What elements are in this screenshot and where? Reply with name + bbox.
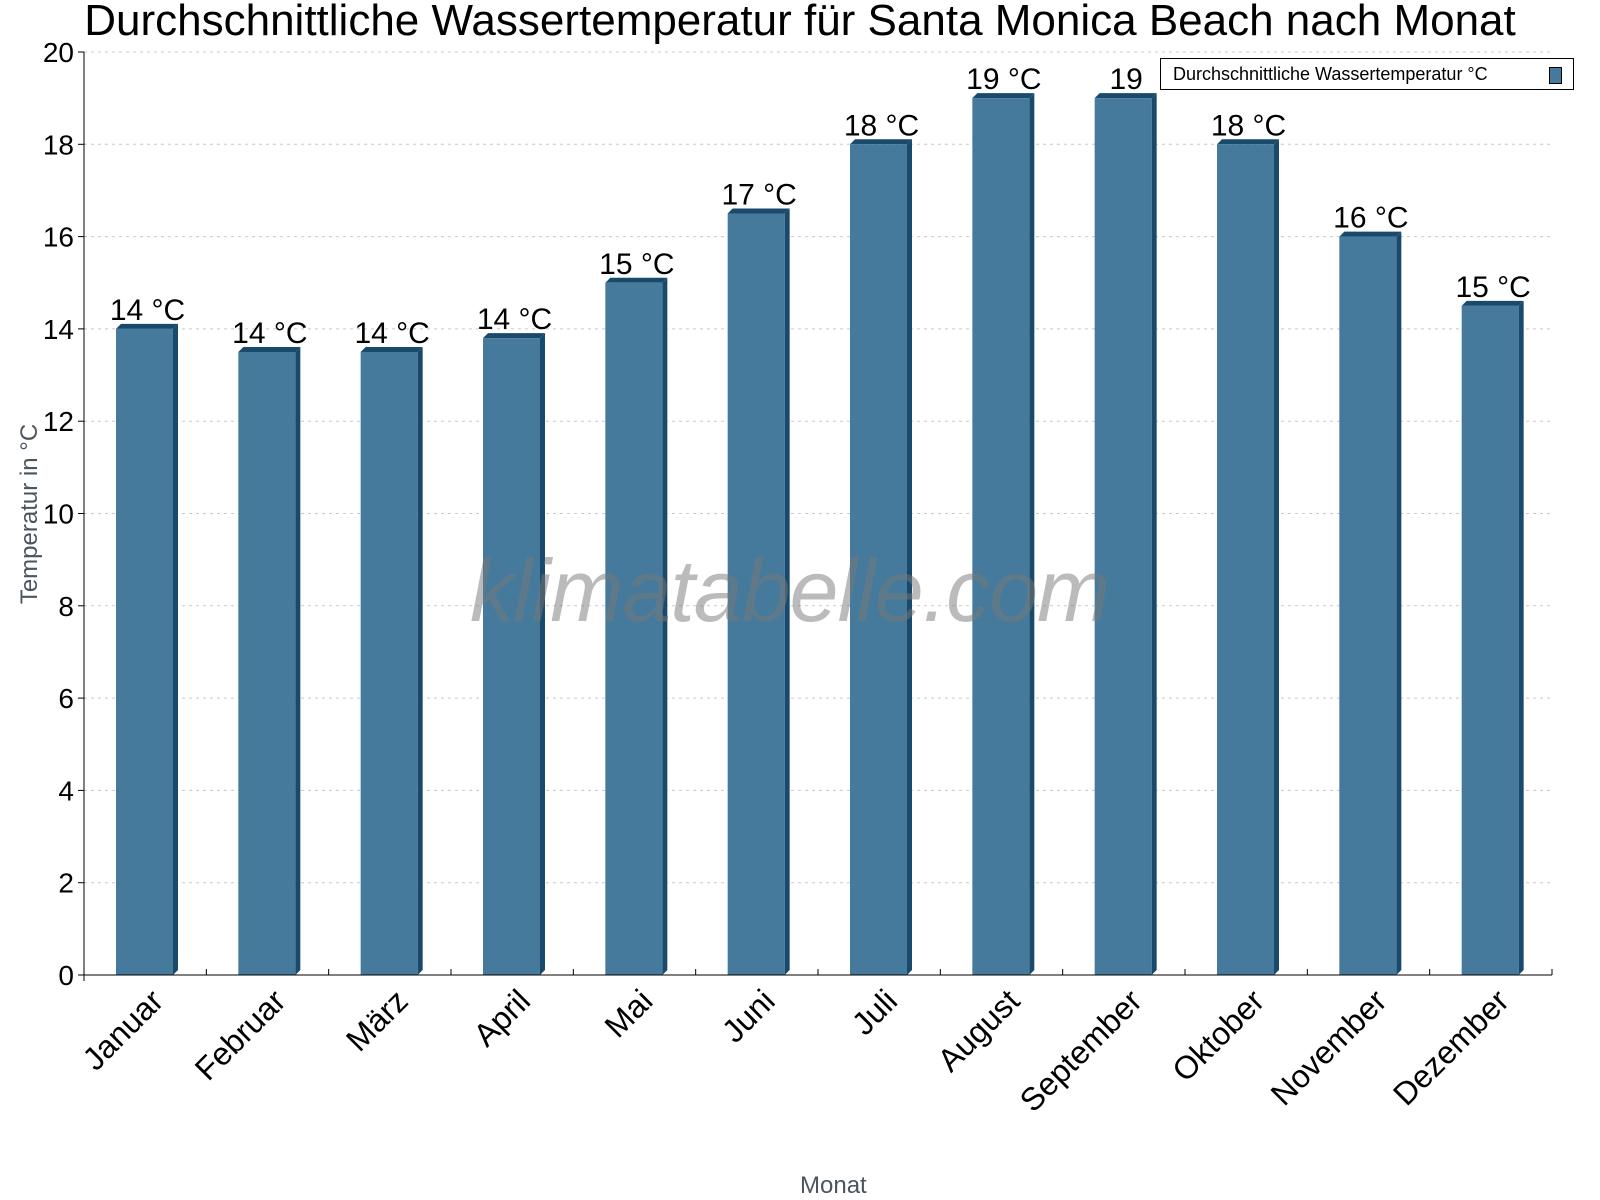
bar-top (1339, 231, 1402, 237)
bar-side (784, 208, 790, 975)
y-tick-label: 18 (43, 129, 74, 160)
bar (116, 328, 173, 975)
x-tick-label: Dezember (1386, 982, 1516, 1112)
bar-value-label: 17 °C (721, 179, 796, 212)
bar-side (540, 333, 545, 975)
bar-value-label: 14 °C (354, 317, 429, 350)
bar-side (1151, 93, 1157, 975)
y-tick-label: 2 (58, 868, 74, 899)
bar (605, 282, 663, 975)
y-tick-label: 8 (58, 591, 74, 622)
bar-value-label: 18 °C (1211, 109, 1286, 142)
bar (727, 213, 785, 975)
x-tick-label: Januar (75, 982, 170, 1077)
bar-value-label: 15 °C (599, 248, 674, 281)
bar-top (727, 208, 790, 214)
bar-side (1029, 93, 1035, 975)
x-tick-label: Juni (715, 982, 782, 1049)
x-tick-label: August (931, 982, 1027, 1078)
bar (483, 338, 540, 975)
x-tick-label: Februar (188, 982, 293, 1087)
y-tick-label: 6 (58, 683, 74, 714)
bar-top (483, 333, 545, 339)
y-tick-label: 10 (43, 499, 74, 530)
x-tick-label: September (1013, 982, 1149, 1118)
bar-side (1518, 300, 1524, 975)
x-tick-label: November (1264, 982, 1394, 1112)
bar-side (1396, 231, 1402, 976)
bar (238, 351, 296, 976)
legend-label: Durchschnittliche Wassertemperatur °C (1173, 63, 1488, 84)
bar-top (605, 277, 668, 283)
bar (360, 351, 418, 976)
y-tick-label: 0 (58, 960, 74, 991)
bar (1461, 305, 1519, 975)
bar-value-label: 19 °C (966, 63, 1041, 96)
bar-value-label: 14 °C (110, 294, 185, 327)
bar-value-label: 15 °C (1455, 271, 1530, 304)
y-tick-label: 16 (43, 222, 74, 253)
bar-side (173, 323, 178, 975)
x-tick-label: April (466, 982, 537, 1053)
y-axis-label: Temperatur in °C (16, 423, 43, 605)
x-axis-label: Monat (800, 1172, 867, 1199)
bar (1339, 236, 1397, 976)
bar-value-label: 18 °C (844, 109, 919, 142)
y-tick-label: 14 (43, 314, 74, 345)
legend-swatch-icon (1549, 67, 1562, 84)
bar-side (662, 277, 668, 975)
bar-value-label: 19 (1109, 63, 1142, 96)
x-tick-label: Mai (598, 982, 660, 1044)
bar-value-label: 16 °C (1333, 202, 1408, 235)
y-tick-label: 20 (43, 37, 74, 68)
bar-side (295, 346, 301, 976)
bar (850, 144, 907, 976)
bar-top (1217, 139, 1279, 145)
bar (972, 98, 1030, 975)
bar-side (417, 346, 423, 976)
bar (1217, 144, 1274, 976)
bar-side (907, 139, 912, 976)
bar-top (850, 139, 912, 145)
bar-top (1094, 93, 1157, 99)
bar-top (238, 346, 301, 352)
x-tick-label: März (339, 982, 415, 1058)
bar-top (116, 323, 178, 329)
legend: Durchschnittliche Wassertemperatur °C (1160, 58, 1574, 90)
bar-value-label: 14 °C (477, 303, 552, 336)
bar-top (360, 346, 423, 352)
bar-top (972, 93, 1035, 99)
bar-value-label: 14 °C (232, 317, 307, 350)
y-tick-label: 4 (58, 775, 74, 806)
x-tick-label: Oktober (1165, 982, 1271, 1088)
y-tick-label: 12 (43, 406, 74, 437)
bar-side (1274, 139, 1279, 976)
watermark: klimatabelle.com (470, 541, 1110, 640)
bar-top (1461, 300, 1524, 306)
bar (1094, 98, 1152, 975)
chart-title: Durchschnittliche Wassertemperatur für S… (84, 0, 1516, 45)
x-tick-label: Juli (845, 982, 904, 1041)
